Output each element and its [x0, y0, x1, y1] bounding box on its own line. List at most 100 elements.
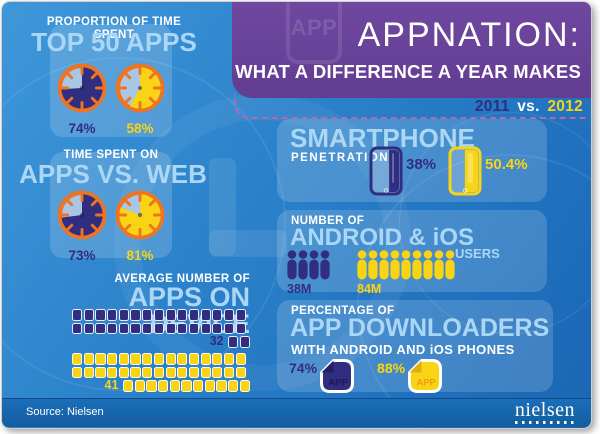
app-square	[95, 366, 106, 378]
app-square	[235, 309, 246, 321]
app-square	[228, 380, 239, 392]
app-square	[177, 366, 188, 378]
app-square	[165, 366, 176, 378]
app-square	[72, 353, 83, 365]
app-download-icon: APP	[408, 359, 443, 393]
infographic-frame: APP APPNATION: WHAT A DIFFERENCE A YEAR …	[1, 1, 592, 429]
clock-value-label: 81%	[126, 248, 154, 263]
app-square	[130, 353, 141, 365]
clock-icon	[115, 190, 165, 240]
app-square	[134, 380, 145, 392]
app-square	[177, 353, 188, 365]
android-heading-users: USERS	[455, 246, 500, 261]
app-square	[118, 366, 129, 378]
clock-stat: 74%	[56, 62, 108, 136]
person-icon	[287, 250, 297, 280]
app-square-row	[72, 322, 250, 334]
clock-value-label: 58%	[126, 121, 154, 136]
watermark-clock-hand	[209, 158, 236, 256]
app-square	[181, 380, 192, 392]
app-square	[107, 309, 118, 321]
panel-smartphone	[277, 119, 547, 202]
app-square	[146, 380, 157, 392]
smartphone-heading-small: PENETRATION	[291, 152, 390, 164]
people-value-label: 38M	[287, 282, 312, 296]
app-square	[142, 366, 153, 378]
person-icon	[357, 250, 367, 280]
person-icon	[368, 250, 378, 280]
person-icon	[298, 250, 308, 280]
app-square	[153, 309, 164, 321]
people-group: 38M	[287, 250, 330, 296]
app-square	[188, 366, 200, 378]
app-square	[212, 309, 223, 321]
app-square	[223, 309, 235, 321]
app-square	[235, 366, 246, 378]
legend-year-2011: 2011	[474, 98, 510, 115]
phone-value-label: 50.4%	[485, 156, 528, 173]
app-ghost-label: APP	[290, 15, 338, 40]
app-square	[95, 322, 106, 334]
grid-value-label: 41	[104, 378, 119, 393]
app-square	[72, 322, 83, 334]
apps-vs-web-clocks: 73% 81%	[56, 189, 166, 263]
app-square	[235, 353, 246, 365]
app-square	[72, 309, 83, 321]
svg-text:APP: APP	[328, 378, 348, 389]
app-square	[188, 353, 200, 365]
apps-on-device-heading-small: AVERAGE NUMBER OF	[114, 273, 250, 285]
clock-value-label: 73%	[68, 248, 96, 263]
app-square	[193, 380, 204, 392]
source-credit: Source: Nielsen	[26, 406, 104, 418]
app-square	[72, 366, 83, 378]
apps-grid-2012: 41	[72, 353, 250, 394]
app-square-row	[72, 353, 250, 365]
app-square	[130, 309, 141, 321]
people-row	[287, 250, 330, 280]
downloaders-heading-sub: WITH ANDROID AND iOS PHONES	[291, 342, 515, 357]
app-square	[239, 380, 250, 392]
app-square	[95, 309, 106, 321]
app-square	[130, 322, 141, 334]
people-group: 84M	[357, 250, 455, 296]
app-square	[83, 309, 94, 321]
phone-value-label: 38%	[406, 156, 437, 173]
android-heading-small: NUMBER OF	[291, 215, 365, 227]
app-square	[153, 353, 164, 365]
app-square	[235, 322, 246, 334]
apps-vs-web-heading-large: APPS VS. WEB	[19, 159, 207, 189]
app-square	[204, 380, 215, 392]
app-square	[142, 322, 153, 334]
app-square	[158, 380, 169, 392]
nielsen-logo-dots	[514, 421, 575, 424]
person-icon	[412, 250, 422, 280]
svg-text:APP: APP	[416, 378, 436, 389]
app-square	[107, 322, 118, 334]
app-downloader-value-label: 74%	[289, 360, 318, 376]
clock-icon	[57, 190, 107, 240]
app-square	[239, 336, 250, 348]
person-icon	[379, 250, 389, 280]
app-downloader-stat: 74% APP	[289, 358, 355, 394]
app-square	[200, 309, 211, 321]
app-square	[83, 322, 94, 334]
app-square	[95, 353, 106, 365]
app-ghost-icon: APP	[286, 2, 342, 64]
app-square	[177, 322, 188, 334]
app-square	[223, 353, 235, 365]
downloaders-icons: 74% APP 88% APP	[289, 358, 443, 394]
app-square	[212, 366, 223, 378]
app-square	[212, 322, 223, 334]
apps-vs-web-heading-small: TIME SPENT ON	[63, 149, 159, 161]
app-square	[216, 380, 227, 392]
app-square	[83, 353, 94, 365]
masthead: APP APPNATION: WHAT A DIFFERENCE A YEAR …	[232, 2, 591, 98]
app-square	[107, 366, 118, 378]
app-square	[212, 353, 223, 365]
top50-heading-large: TOP 50 APPS	[31, 27, 197, 57]
app-square	[228, 336, 239, 348]
year-legend: 2011 vs. 2012	[475, 98, 583, 116]
app-square	[188, 322, 200, 334]
app-square	[118, 322, 129, 334]
phone-stat: 38%	[369, 146, 436, 196]
